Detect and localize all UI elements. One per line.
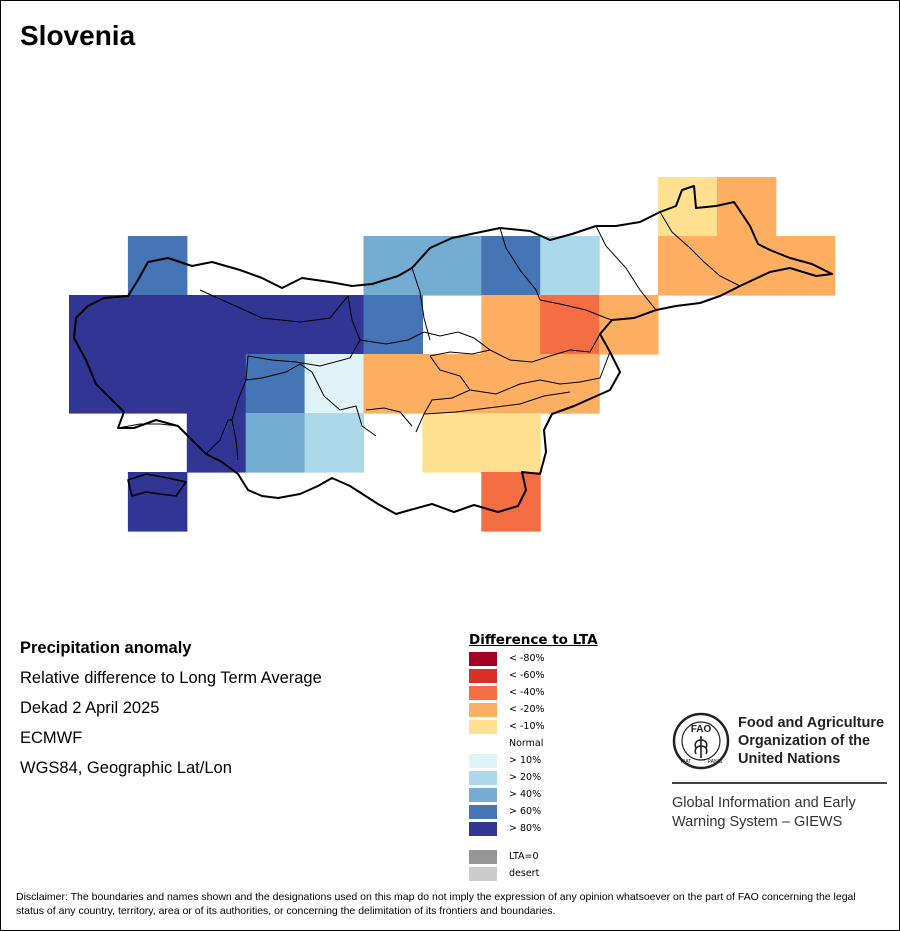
legend-label: > 10% (509, 755, 542, 766)
fao-logo-text: FAO (691, 724, 712, 735)
disclaimer: Disclaimer: The boundaries and names sho… (16, 891, 856, 917)
map-legend: Difference to LTA < -80% < -60% < -40% < -2… (469, 632, 598, 881)
grid-cell (127, 354, 188, 414)
giews-name: Global Information and Early Warning Sys… (672, 794, 892, 832)
legend-label: > 80% (509, 823, 542, 834)
grid-cell (775, 236, 836, 296)
legend-label: > 40% (509, 789, 542, 800)
legend-swatch (469, 867, 497, 881)
grid-cell (540, 236, 600, 296)
fao-logo: FAO FIAT PANIS (672, 712, 730, 770)
grid-cell (127, 236, 188, 296)
fao-name-line: Food and Agriculture (738, 715, 885, 731)
grid-cell (422, 236, 482, 296)
giews-line: Global Information and Early (672, 795, 856, 811)
map-info: Precipitation anomaly Relative differenc… (20, 638, 322, 788)
info-projection: WGS84, Geographic Lat/Lon (20, 759, 232, 777)
grid-cell (540, 354, 600, 414)
map-title: Slovenia (20, 20, 136, 51)
grid-cell (363, 354, 423, 414)
legend-label: < -20% (509, 704, 545, 715)
grid-cell (422, 354, 482, 414)
legend-label: < -10% (509, 721, 545, 732)
grid-cell (304, 413, 365, 473)
legend-normal-label: Normal (509, 738, 544, 749)
grid-cell (69, 295, 129, 355)
grid-cell (481, 472, 541, 532)
grid-cell (422, 413, 482, 473)
info-measure: Relative difference to Long Term Average (20, 669, 322, 687)
grid-cell (186, 354, 247, 414)
legend-label: desert (509, 868, 540, 879)
fao-divider (672, 782, 887, 784)
legend-swatch (469, 788, 497, 802)
legend-swatch (469, 771, 497, 785)
grid-cell (127, 295, 188, 355)
legend-swatch (469, 686, 497, 700)
giews-line: Warning System – GIEWS (672, 814, 843, 830)
legend-label: < -60% (509, 670, 545, 681)
grid-cell (245, 413, 306, 473)
grid-cell (481, 354, 541, 414)
grid-cell (363, 295, 423, 355)
legend-swatch (469, 652, 497, 666)
grid-cell (245, 354, 306, 414)
grid-cell (540, 295, 600, 355)
grid-cell (716, 177, 777, 237)
fao-name-line: Organization of the (738, 733, 871, 749)
fao-ring-left: FIAT (681, 759, 691, 765)
grid-cell (481, 413, 541, 473)
slovenia-outline (73, 185, 833, 515)
grid-cell (245, 295, 306, 355)
grid-cell (716, 236, 777, 296)
country-boundary (73, 185, 833, 515)
grid-cell (481, 236, 541, 296)
anomaly-grid (69, 177, 836, 532)
grid-cell (304, 295, 365, 355)
info-heading: Precipitation anomaly (20, 639, 192, 657)
legend-swatch (469, 703, 497, 717)
legend-label: > 60% (509, 806, 542, 817)
region-boundaries (117, 211, 741, 461)
legend-swatch (469, 754, 497, 768)
grid-cell (481, 295, 541, 355)
legend-swatch (469, 720, 497, 734)
legend-swatch (469, 850, 497, 864)
legend-label: LTA=0 (509, 851, 539, 862)
info-period: Dekad 2 April 2025 (20, 699, 160, 717)
legend-swatch (469, 822, 497, 836)
grid-cell (127, 472, 188, 532)
grid-cell (69, 354, 129, 414)
legend-label: < -80% (509, 653, 545, 664)
grid-cell (304, 354, 365, 414)
info-source: ECMWF (20, 729, 83, 747)
fao-name-line: United Nations (738, 751, 841, 767)
grid-cell (186, 295, 247, 355)
fao-name: Food and Agriculture Organization of the… (738, 714, 898, 768)
legend-swatch (469, 805, 497, 819)
legend-title: Difference to LTA (469, 632, 598, 648)
legend-label: < -40% (509, 687, 545, 698)
legend-label: > 20% (509, 772, 542, 783)
coastal-enclave (127, 473, 187, 497)
legend-swatch (469, 669, 497, 683)
fao-ring-right: PANIS (708, 759, 723, 765)
